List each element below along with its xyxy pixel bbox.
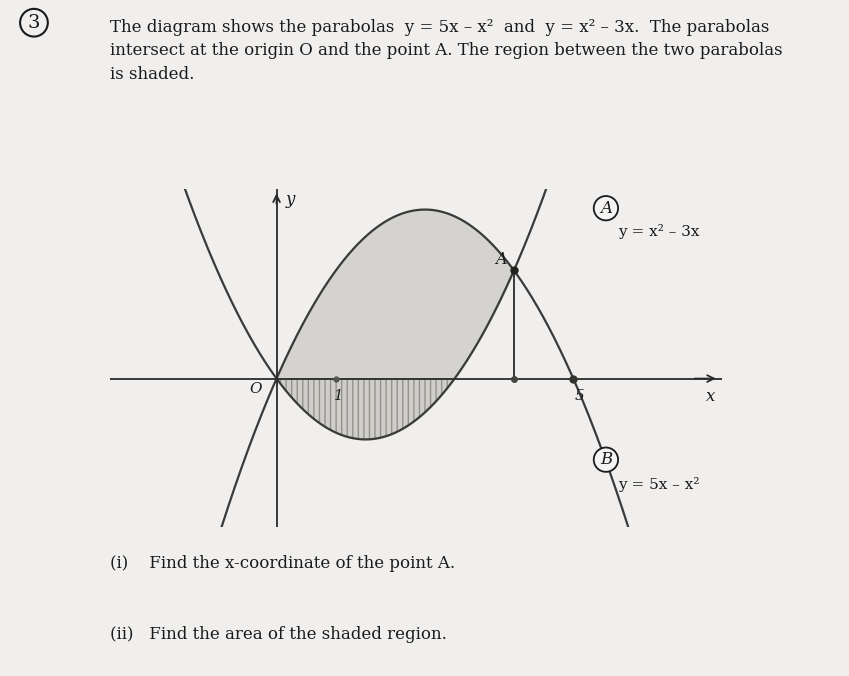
- Text: The diagram shows the parabolas  y = 5x – x²  and  y = x² – 3x.  The parabolas
i: The diagram shows the parabolas y = 5x –…: [110, 19, 783, 83]
- Text: (ii)   Find the area of the shaded region.: (ii) Find the area of the shaded region.: [110, 626, 447, 644]
- Text: 3: 3: [28, 14, 40, 32]
- Text: y = 5x – x²: y = 5x – x²: [618, 477, 700, 492]
- Text: x: x: [706, 388, 716, 405]
- Text: A: A: [600, 199, 612, 217]
- Text: 1: 1: [335, 389, 344, 403]
- Text: B: B: [599, 451, 612, 468]
- Text: y = x² – 3x: y = x² – 3x: [618, 224, 700, 239]
- Text: A: A: [495, 251, 507, 268]
- Text: 5: 5: [574, 389, 584, 403]
- Text: (i)    Find the x-coordinate of the point A.: (i) Find the x-coordinate of the point A…: [110, 556, 456, 573]
- Text: O: O: [250, 383, 262, 396]
- Text: y: y: [285, 191, 295, 208]
